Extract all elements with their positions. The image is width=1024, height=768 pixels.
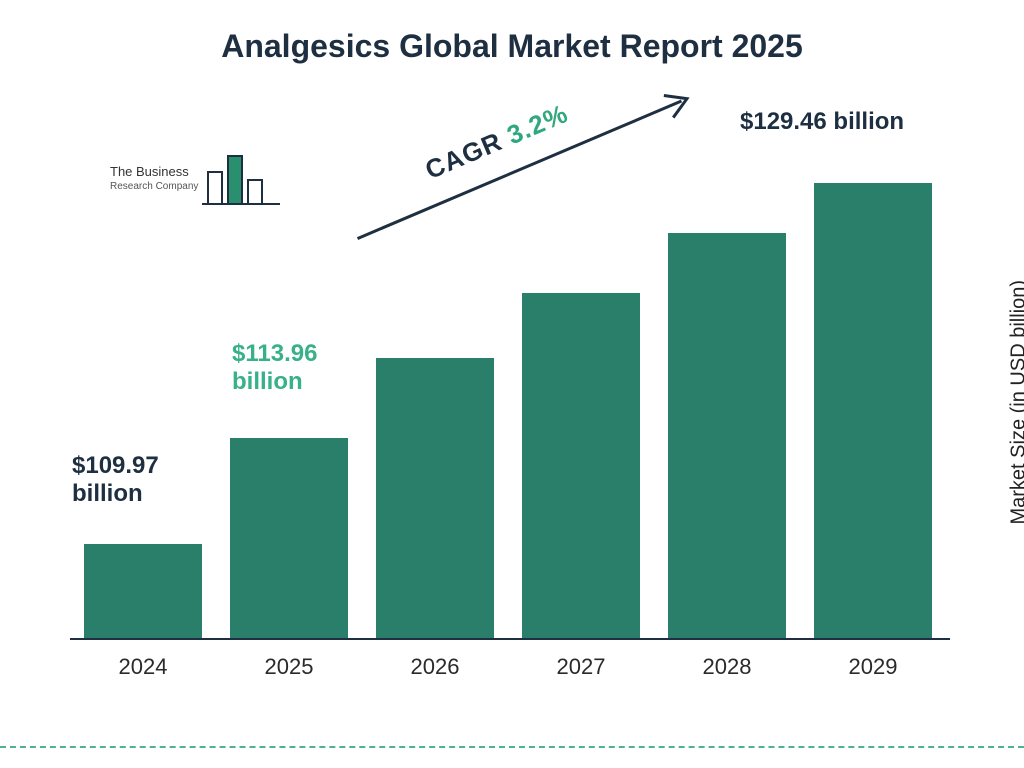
bar-slot [654,158,800,638]
bar [230,438,348,638]
bar [522,293,640,638]
x-tick-label: 2027 [508,654,654,680]
bar [84,544,202,638]
x-tick-label: 2029 [800,654,946,680]
callout-2025: $113.96 billion [232,340,317,395]
callout-2024-unit: billion [72,480,159,508]
bar-slot [216,158,362,638]
bar-slot [800,158,946,638]
x-axis-baseline [70,638,950,640]
chart-title: Analgesics Global Market Report 2025 [0,28,1024,65]
bar [814,183,932,638]
footer-divider [0,746,1024,748]
x-tick-label: 2028 [654,654,800,680]
bar-slot [70,158,216,638]
chart-canvas: Analgesics Global Market Report 2025 The… [0,0,1024,768]
y-axis-label: Market Size (in USD billion) [1008,280,1024,525]
x-tick-label: 2025 [216,654,362,680]
callout-2029: $129.46 billion [740,108,904,136]
callout-2025-unit: billion [232,368,317,396]
callout-2024: $109.97 billion [72,452,159,507]
bar [376,358,494,638]
callout-2024-value: $109.97 [72,452,159,480]
x-tick-label: 2024 [70,654,216,680]
bar [668,233,786,638]
x-tick-label: 2026 [362,654,508,680]
callout-2025-value: $113.96 [232,340,317,368]
